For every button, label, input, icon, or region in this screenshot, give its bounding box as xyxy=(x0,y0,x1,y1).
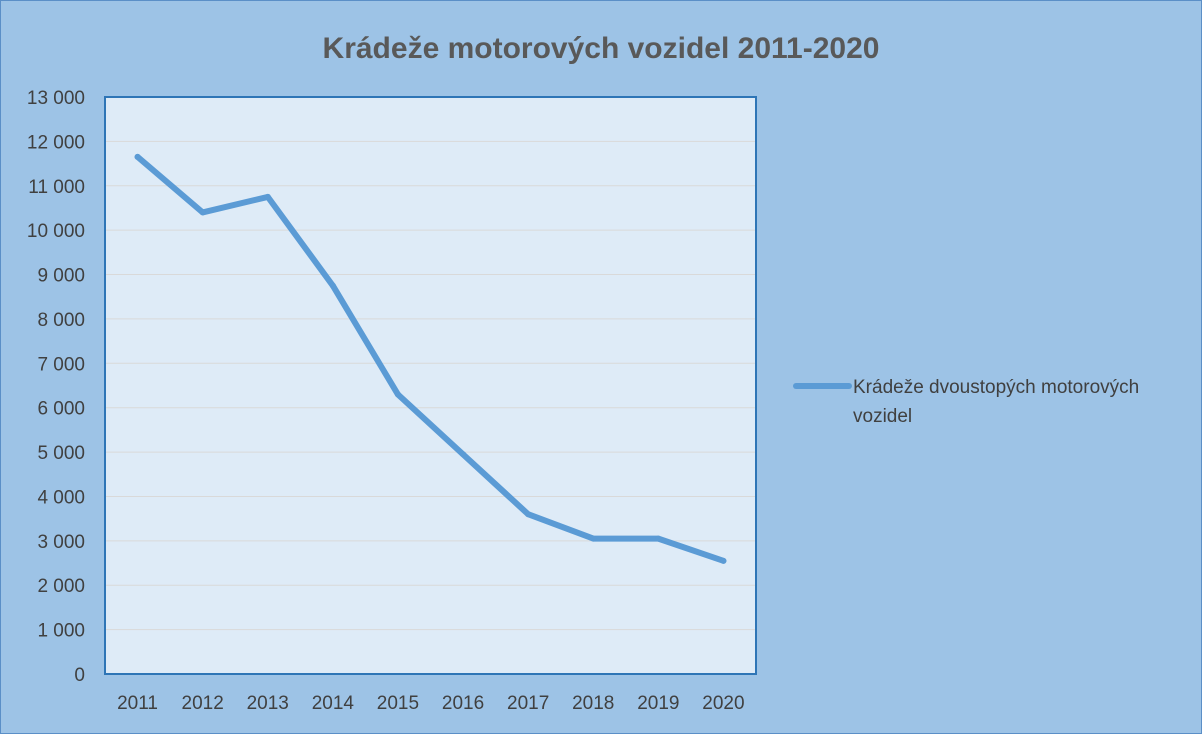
y-tick-label-11: 11 000 xyxy=(28,177,85,198)
y-tick-label-10: 10 000 xyxy=(27,221,85,242)
legend-label: Krádeže dvoustopých motorových vozidel xyxy=(853,377,1145,427)
plot-border xyxy=(104,96,757,675)
data-point-2019 xyxy=(655,535,662,542)
x-tick-label-2011: 2011 xyxy=(117,693,158,714)
plot-area xyxy=(105,97,756,674)
y-tick-label-5: 5 000 xyxy=(37,443,85,464)
y-tick-label-4: 4 000 xyxy=(37,487,85,508)
y-tick-label-8: 8 000 xyxy=(37,310,85,331)
x-tick-label-2012: 2012 xyxy=(182,693,224,714)
x-tick-label-2017: 2017 xyxy=(507,693,549,714)
y-tick-label-0: 0 xyxy=(74,665,85,686)
legend: Krádeže dvoustopých motorových vozidel xyxy=(793,377,1145,427)
data-point-2018 xyxy=(590,535,597,542)
y-axis: 0 1 000 2 000 3 000 4 000 5 000 6 000 7 000 8 00… xyxy=(27,88,85,686)
y-tick-label-1: 1 000 xyxy=(37,621,85,642)
series-group xyxy=(134,153,727,564)
data-point-2012 xyxy=(199,209,206,216)
data-point-2011 xyxy=(134,153,141,160)
x-axis: 2011 2012 2013 2014 2015 2016 2017 2018 2019 2020 xyxy=(117,693,744,714)
x-tick-label-2013: 2013 xyxy=(247,693,289,714)
data-point-2020 xyxy=(720,557,727,564)
data-point-2015 xyxy=(394,391,401,398)
y-tick-label-3: 3 000 xyxy=(37,532,85,553)
legend-label-line-1: Krádeže dvoustopých motorových xyxy=(853,377,1139,398)
y-tick-label-13: 13 000 xyxy=(27,88,85,109)
chart-title: Krádeže motorových vozidel 2011-2020 xyxy=(323,32,880,65)
y-tick-label-7: 7 000 xyxy=(37,354,85,375)
x-tick-label-2019: 2019 xyxy=(637,693,679,714)
y-tick-label-2: 2 000 xyxy=(37,576,85,597)
x-tick-label-2018: 2018 xyxy=(572,693,614,714)
data-point-2013 xyxy=(264,193,271,200)
legend-label-line-2: vozidel xyxy=(853,406,912,427)
y-tick-label-6: 6 000 xyxy=(37,399,85,420)
x-tick-label-2015: 2015 xyxy=(377,693,419,714)
x-tick-label-2014: 2014 xyxy=(312,693,355,714)
data-point-2014 xyxy=(329,282,336,289)
x-tick-label-2016: 2016 xyxy=(442,693,484,714)
data-point-2017 xyxy=(525,511,532,518)
data-point-2016 xyxy=(460,451,467,458)
y-tick-label-9: 9 000 xyxy=(37,266,85,287)
x-tick-label-2020: 2020 xyxy=(702,693,744,714)
y-tick-label-12: 12 000 xyxy=(27,132,85,153)
series-line-0 xyxy=(134,153,727,564)
